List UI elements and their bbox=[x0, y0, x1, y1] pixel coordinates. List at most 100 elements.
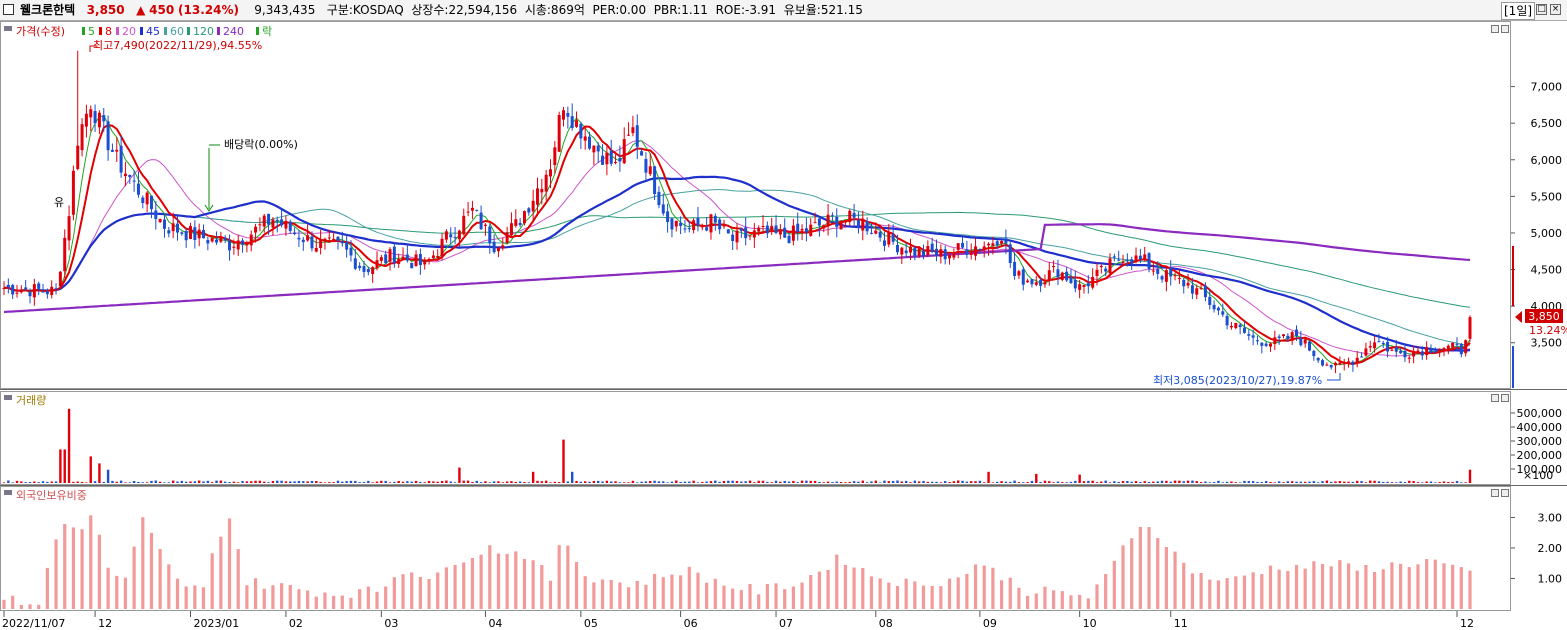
price-range-marker bbox=[1512, 346, 1514, 388]
panel-menu-icon[interactable] bbox=[4, 395, 12, 400]
volume-bar bbox=[1382, 481, 1385, 483]
volume-bar bbox=[987, 471, 990, 483]
x-tick-label: 09 bbox=[983, 617, 997, 630]
volume-bar bbox=[666, 482, 669, 483]
maximize-icon[interactable]: □ bbox=[1536, 4, 1547, 15]
volume-panel-title: 거래량 bbox=[16, 394, 46, 407]
select-checkbox[interactable] bbox=[3, 4, 14, 15]
panel-menu-icon[interactable] bbox=[4, 26, 12, 31]
volume-bar bbox=[280, 480, 283, 483]
volume-bar bbox=[744, 481, 747, 483]
volume-bar bbox=[284, 481, 288, 483]
foreign-ratio-bar bbox=[696, 572, 700, 609]
candle-body bbox=[171, 223, 175, 232]
candle-body bbox=[45, 291, 49, 295]
volume-bar bbox=[1347, 481, 1350, 483]
y-tick-label: 1.00 bbox=[1538, 572, 1563, 585]
panel-close-icon[interactable] bbox=[1501, 489, 1509, 497]
panel-restore-icon[interactable] bbox=[1491, 394, 1499, 402]
candle-body bbox=[848, 210, 852, 223]
volume-bar bbox=[1269, 482, 1272, 483]
candle-body bbox=[908, 246, 912, 253]
candle-body bbox=[236, 240, 240, 250]
candle-body bbox=[123, 173, 127, 177]
foreign-panel-frame bbox=[0, 486, 1511, 611]
volume-bar bbox=[349, 480, 353, 483]
volume-bar bbox=[1260, 482, 1264, 483]
last-price-tag: 3,850 13.24% bbox=[1515, 309, 1567, 337]
candle-body bbox=[1425, 347, 1429, 356]
close-icon[interactable]: × bbox=[1550, 4, 1561, 15]
foreign-ratio-bar bbox=[184, 586, 188, 609]
volume-bar bbox=[2, 482, 6, 483]
candle-body bbox=[175, 223, 179, 233]
volume-bar bbox=[302, 481, 305, 483]
candle-body bbox=[648, 166, 652, 175]
volume-bar bbox=[1078, 474, 1081, 483]
candle-body bbox=[809, 224, 813, 236]
candle-body bbox=[1277, 336, 1281, 339]
legend-rak: 락 bbox=[262, 25, 272, 38]
volume-bar bbox=[957, 480, 960, 483]
volume-bar bbox=[774, 480, 778, 483]
volume-bar bbox=[276, 480, 279, 483]
volume-bar bbox=[670, 481, 674, 483]
volume-bar bbox=[783, 481, 786, 483]
candle-body bbox=[11, 285, 15, 295]
panel-restore-icon[interactable] bbox=[1491, 489, 1499, 497]
candle-body bbox=[449, 234, 453, 238]
legend-ma8-swatch bbox=[99, 27, 102, 35]
candle-body bbox=[332, 238, 336, 241]
candle-body bbox=[119, 145, 123, 173]
panel-restore-icon[interactable] bbox=[1491, 25, 1499, 33]
chart-area: 3,5004,0004,5005,0005,5006,0006,5007,000… bbox=[0, 21, 1567, 630]
panel-menu-icon[interactable] bbox=[4, 490, 12, 495]
volume-bar bbox=[1039, 481, 1042, 483]
candle-body bbox=[254, 226, 258, 233]
candle-body bbox=[887, 232, 891, 245]
foreign-ratio-bar bbox=[323, 592, 327, 609]
roe-value: ROE:-3.91 bbox=[715, 3, 777, 17]
volume-bar bbox=[1343, 481, 1346, 483]
volume-bar bbox=[1390, 482, 1394, 483]
foreign-ratio-bar bbox=[505, 553, 509, 609]
volume-bar bbox=[770, 482, 773, 483]
volume-bar bbox=[158, 481, 162, 483]
volume-bar bbox=[72, 481, 75, 483]
panel-close-icon[interactable] bbox=[1501, 25, 1509, 33]
volume-bar bbox=[1225, 481, 1229, 483]
volume-bar bbox=[1130, 481, 1133, 483]
candle-body bbox=[1221, 311, 1225, 315]
legend-ma20-swatch bbox=[116, 27, 119, 35]
volume-bar bbox=[254, 480, 257, 483]
candle-body bbox=[158, 218, 162, 223]
volume-bar bbox=[909, 482, 912, 483]
candle-body bbox=[1234, 322, 1238, 329]
foreign-ratio-bar bbox=[1260, 574, 1264, 609]
candle-body bbox=[80, 124, 84, 151]
volume-bar bbox=[1386, 481, 1389, 483]
foreign-ratio-bar bbox=[566, 545, 570, 609]
candle-body bbox=[948, 255, 952, 259]
candle-body bbox=[440, 238, 444, 257]
candle-body bbox=[991, 243, 995, 246]
volume-bar bbox=[1256, 481, 1259, 483]
foreign-ratio-bar bbox=[71, 527, 75, 609]
candle-body bbox=[726, 229, 730, 234]
volume-bar bbox=[1160, 480, 1164, 483]
x-tick-label: 10 bbox=[1083, 617, 1097, 630]
period-selector[interactable]: [1일] bbox=[1501, 2, 1536, 20]
foreign-ratio-bar bbox=[349, 597, 353, 609]
volume-bar bbox=[180, 480, 184, 483]
volume-bar bbox=[15, 480, 19, 483]
volume-bar bbox=[1408, 480, 1411, 483]
x-tick-label: 08 bbox=[879, 617, 893, 630]
candle-body bbox=[128, 174, 132, 178]
foreign-ratio-bar bbox=[1242, 575, 1247, 609]
candle-body bbox=[1030, 279, 1034, 285]
foreign-ratio-bar bbox=[1130, 538, 1134, 609]
candle-body bbox=[371, 267, 375, 274]
candle-body bbox=[1091, 277, 1095, 288]
panel-close-icon[interactable] bbox=[1501, 394, 1509, 402]
foreign-ratio-bar bbox=[600, 579, 605, 609]
